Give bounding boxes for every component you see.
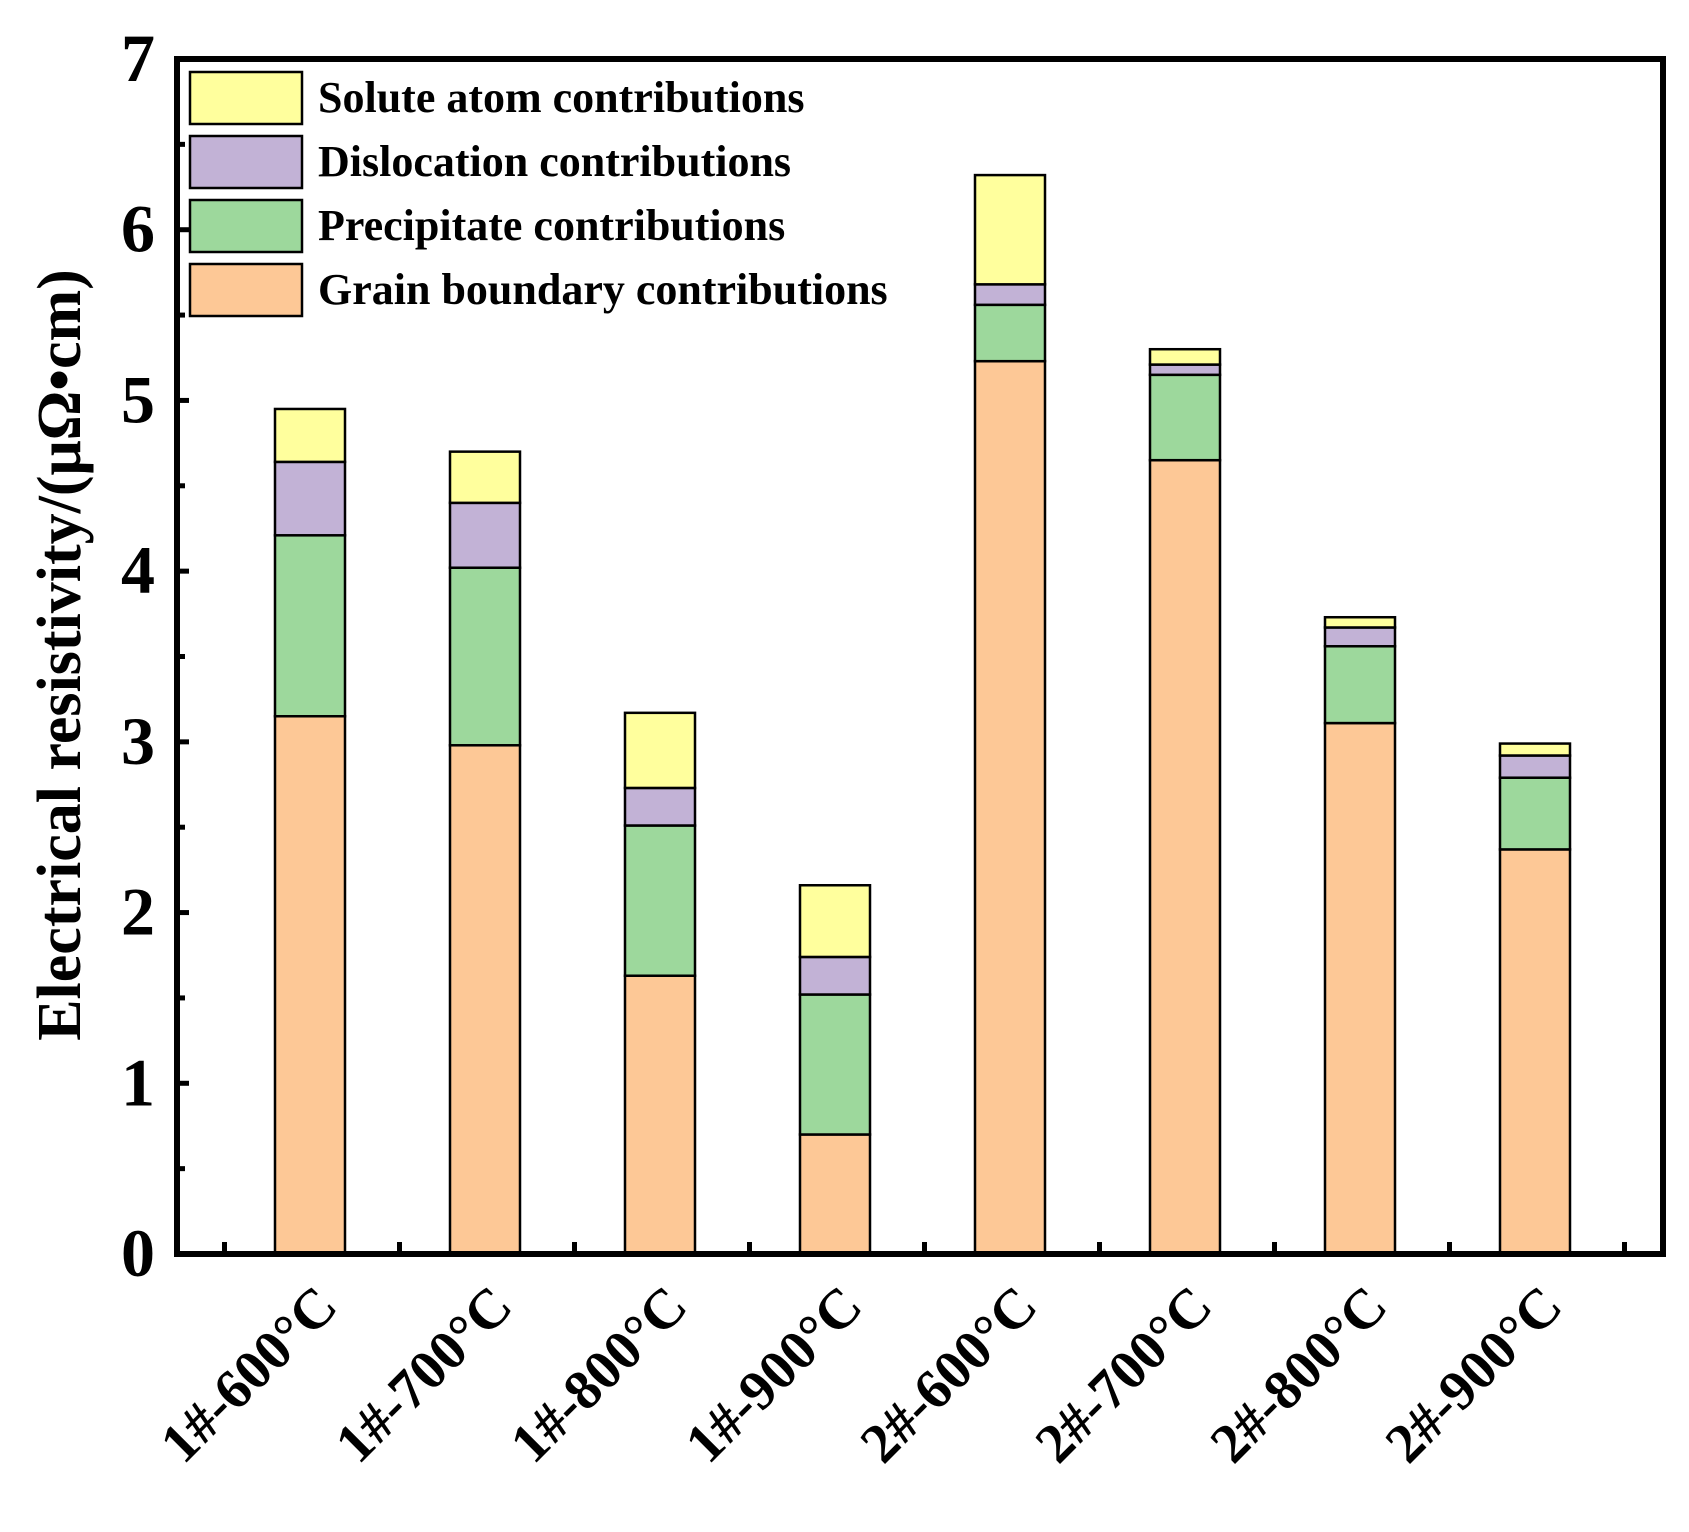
bar-segment-7-2 [1323, 645, 1397, 725]
bar-segment-5-1 [973, 359, 1047, 1256]
bar-segment-4-2 [798, 993, 872, 1136]
legend-label-3: Precipitate contributions [318, 201, 785, 250]
legend: Solute atom contributions Dislocation con… [188, 70, 888, 318]
y-tick-label-0: 0 [121, 1215, 155, 1291]
y-tick-label-7: 7 [121, 20, 155, 96]
y-axis-title: Electrical resistivity/(μΩ•cm) [26, 269, 94, 1041]
bar-segment-2-2 [448, 566, 522, 747]
y-tick-label-3: 3 [121, 703, 155, 779]
bar-segment-7-4 [1323, 615, 1397, 629]
x-tick-label-7: 2#-800°C [1199, 1274, 1399, 1474]
y-tick-label-5: 5 [121, 361, 155, 437]
legend-swatch-1 [188, 70, 304, 126]
bar-segment-8-4 [1498, 742, 1572, 757]
bar-segment-6-2 [1148, 373, 1222, 462]
bar-segment-5-4 [973, 173, 1047, 286]
bar-segment-3-4 [623, 711, 697, 790]
y-tick-labels: 0 1 2 3 4 5 6 7 [121, 20, 155, 1291]
x-tick-label-4: 1#-900°C [674, 1274, 874, 1474]
bar-segment-3-1 [623, 974, 697, 1256]
bar-segment-4-3 [798, 955, 872, 996]
bar-segment-2-4 [448, 450, 522, 505]
bar-segment-3-3 [623, 786, 697, 827]
x-tick-label-6: 2#-700°C [1024, 1274, 1224, 1474]
x-tick-label-1: 1#-600°C [149, 1274, 349, 1474]
bar-segment-1-4 [273, 407, 347, 464]
x-tick-label-8: 2#-900°C [1374, 1274, 1574, 1474]
legend-swatch-2 [188, 134, 304, 190]
x-tick-label-5: 2#-600°C [849, 1274, 1049, 1474]
bar-segment-5-2 [973, 303, 1047, 363]
bar-segment-7-1 [1323, 721, 1397, 1256]
bar-segment-8-3 [1498, 754, 1572, 779]
legend-label-2: Dislocation contributions [318, 137, 791, 186]
y-tick-label-2: 2 [121, 874, 155, 950]
bar-segment-6-1 [1148, 458, 1222, 1256]
bar-segment-4-1 [798, 1133, 872, 1256]
bar-segment-1-1 [273, 715, 347, 1256]
bar-segment-4-4 [798, 884, 872, 959]
bar-segment-7-3 [1323, 626, 1397, 648]
bar-segment-6-3 [1148, 363, 1222, 377]
bar-segment-3-2 [623, 824, 697, 977]
legend-swatch-3 [188, 198, 304, 254]
bars-group [273, 173, 1572, 1256]
legend-label-4: Grain boundary contributions [318, 265, 888, 314]
bar-segment-6-4 [1148, 347, 1222, 366]
x-tick-label-3: 1#-800°C [499, 1274, 699, 1474]
legend-swatch-4 [188, 262, 304, 318]
y-tick-label-1: 1 [121, 1044, 155, 1120]
legend-label-1: Solute atom contributions [318, 73, 804, 122]
bar-segment-5-3 [973, 283, 1047, 307]
bar-segment-8-1 [1498, 848, 1572, 1256]
y-tick-label-4: 4 [121, 532, 155, 608]
bar-segment-8-2 [1498, 776, 1572, 851]
axis-ticks [177, 56, 1627, 1257]
x-tick-labels: 1#-600°C1#-700°C1#-800°C1#-900°C2#-600°C… [149, 1274, 1574, 1474]
bar-segment-1-2 [273, 534, 347, 718]
bar-segment-2-3 [448, 501, 522, 569]
y-tick-label-6: 6 [121, 191, 155, 267]
bar-segment-1-3 [273, 460, 347, 537]
x-tick-label-2: 1#-700°C [324, 1274, 524, 1474]
bar-segment-2-1 [448, 744, 522, 1256]
